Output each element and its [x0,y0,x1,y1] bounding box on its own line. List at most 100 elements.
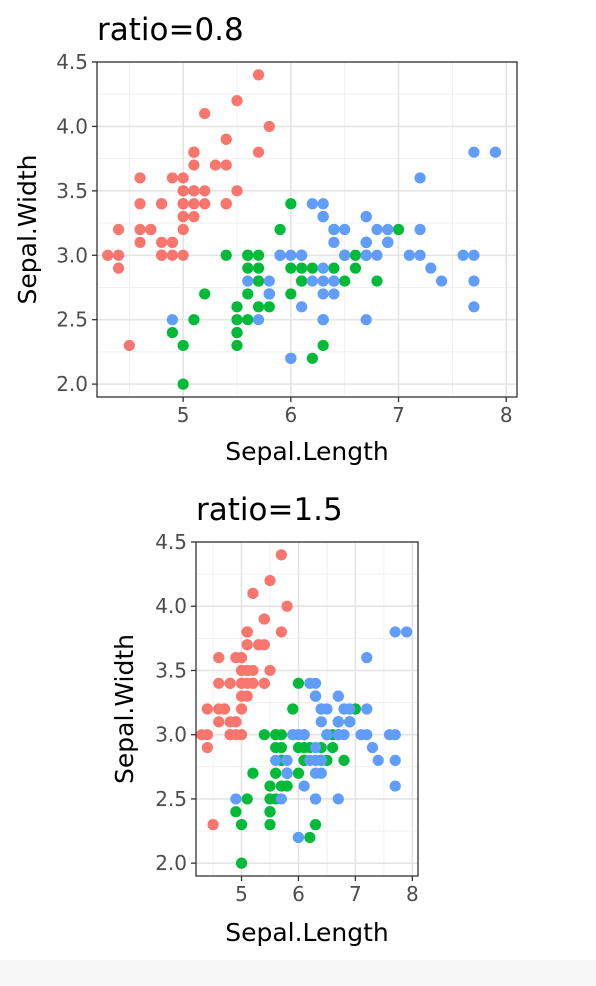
data-point [263,301,275,313]
data-point [281,754,293,766]
data-point [317,262,329,274]
y-tick-label: 4.5 [56,50,88,74]
data-point [317,339,329,352]
axes: 5 6 7 8 2.0 2.5 3.0 3.5 4.0 4.5 [155,530,418,906]
data-point [188,211,200,223]
data-point [166,249,178,261]
data-point [188,314,200,326]
axes: 5 6 7 8 2.0 2.5 3.0 3.5 4.0 4.5 [56,50,512,427]
data-point [275,741,287,754]
data-point [309,767,322,779]
data-point [306,262,318,274]
data-point [263,288,275,300]
x-axis-title: Sepal.Length [225,437,389,466]
data-point [360,249,372,261]
data-point [123,339,135,352]
data-point [166,326,178,339]
data-point [292,677,305,689]
data-point [361,652,373,664]
data-point [296,301,308,313]
data-point [231,95,243,107]
data-point [166,172,178,184]
data-point [209,159,222,171]
x-axis-title: Sepal.Length [225,918,389,947]
chart-title: ratio=0.8 [97,12,244,48]
data-point [287,729,299,741]
plot-background [196,542,418,876]
data-point [235,729,248,741]
data-point [389,729,401,741]
data-point [349,249,362,261]
data-point [349,262,362,274]
chart-panel-1: 5 6 7 8 2.0 2.5 3.0 3.5 4.0 4.5 Sepal.Length Sepal.… [13,12,518,466]
data-point [252,314,265,326]
y-tick-label: 2.0 [56,372,88,396]
data-point [372,754,384,766]
x-tick-label: 5 [235,882,248,906]
data-point [274,249,286,261]
data-point [241,639,253,651]
x-tick-label: 7 [392,403,405,427]
data-point [235,857,248,869]
data-point [242,288,254,300]
data-point [177,378,189,390]
data-point [360,236,372,248]
data-point [235,664,248,677]
data-point [231,301,243,313]
chart-panel-2: 5 6 7 8 2.0 2.5 3.0 3.5 4.0 4.5 Sepal.Length Sepal.… [110,492,419,947]
data-point [468,301,480,313]
data-point [275,729,287,741]
data-point [321,729,333,741]
data-point [201,741,213,754]
data-point [317,288,329,300]
data-point [231,326,243,339]
data-point [317,211,329,223]
data-point [285,352,297,364]
data-point [285,249,297,261]
data-point [263,275,275,287]
data-point [317,314,329,326]
data-point [285,288,297,300]
data-point [339,249,351,261]
y-tick-label: 4.0 [56,114,88,138]
data-point [264,806,276,818]
data-point [315,716,327,728]
y-tick-label: 2.5 [56,308,88,332]
data-point [389,780,401,792]
series-3 [230,626,413,844]
data-point [264,793,276,805]
data-points [196,549,413,869]
data-point [285,262,297,274]
data-point [252,275,265,287]
data-point [371,249,383,261]
data-point [166,314,178,326]
data-point [188,198,200,210]
data-point [188,159,200,171]
x-tick-label: 8 [500,403,513,427]
data-point [201,729,213,741]
chart-svg: 5 6 7 8 2.0 2.5 3.0 3.5 4.0 4.5 Sepal.Length Sepal.… [13,12,518,947]
data-point [242,275,254,287]
data-point [275,549,287,561]
data-point [360,314,372,326]
data-point [281,767,293,779]
data-point [241,677,253,689]
data-point [382,223,394,236]
data-point [382,236,394,248]
data-point [177,211,189,223]
data-point [366,741,379,754]
y-axis-title: Sepal.Width [110,634,139,784]
data-point [309,741,322,754]
chart-figure: 5 6 7 8 2.0 2.5 3.0 3.5 4.0 4.5 Sepal.Length Sepal.… [13,12,518,947]
data-point [281,780,293,792]
data-point [199,185,211,197]
y-tick-label: 2.0 [155,851,187,875]
data-point [230,652,242,664]
data-point [296,262,308,274]
data-point [328,262,340,274]
data-point [285,198,297,210]
data-point [264,664,276,677]
data-point [177,172,189,184]
data-point [328,275,340,287]
data-point [112,223,125,236]
